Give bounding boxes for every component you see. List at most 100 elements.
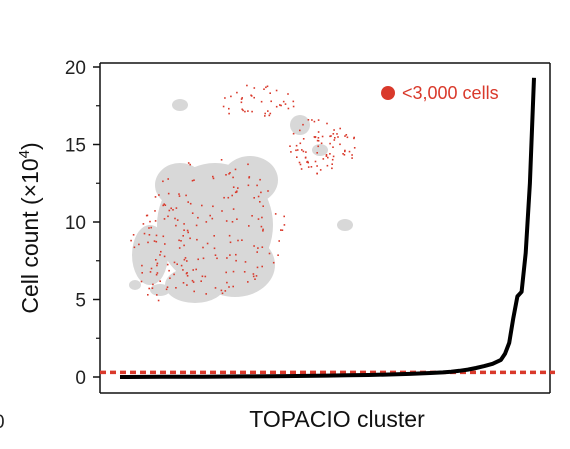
map-cell-dot — [317, 140, 320, 142]
map-cell-dot — [183, 229, 185, 231]
map-cell-dot — [330, 135, 332, 137]
map-cell-dot — [130, 239, 132, 242]
map-region — [172, 99, 188, 111]
map-cell-dot — [299, 129, 301, 132]
map-region — [150, 284, 170, 296]
map-cell-dot — [255, 275, 258, 277]
y-tick-label: 15 — [65, 136, 86, 157]
map-cell-dot — [348, 150, 351, 153]
map-cell-dot — [148, 234, 151, 236]
map-cell-dot — [339, 127, 341, 130]
map-cell-dot — [191, 212, 194, 214]
map-cell-dot — [232, 208, 235, 210]
map-cell-dot — [221, 292, 224, 295]
cluster-map-inset — [129, 84, 356, 303]
map-cell-dot — [212, 205, 214, 208]
map-cell-dot — [155, 259, 157, 261]
map-cell-dot — [167, 215, 169, 218]
map-cell-dot — [195, 268, 197, 271]
map-cell-dot — [268, 114, 271, 117]
map-cell-dot — [236, 218, 238, 220]
map-cell-dot — [162, 204, 164, 207]
map-cell-dot — [142, 223, 145, 225]
map-cell-dot — [329, 142, 331, 145]
map-cell-dot — [248, 176, 251, 178]
map-cell-dot — [231, 221, 234, 223]
map-region — [312, 144, 328, 156]
map-cell-dot — [189, 237, 191, 240]
map-region — [155, 163, 205, 207]
map-cell-dot — [264, 112, 266, 115]
map-cell-dot — [316, 152, 318, 154]
map-cell-dot — [200, 280, 202, 282]
y-axis-title-close: ) — [17, 142, 43, 150]
map-cell-dot — [162, 180, 164, 183]
map-cell-dot — [140, 280, 143, 283]
map-cell-dot — [262, 205, 264, 207]
map-cell-dot — [156, 262, 159, 265]
map-cell-dot — [274, 213, 277, 215]
map-cell-dot — [322, 158, 325, 160]
map-cell-dot — [261, 216, 263, 219]
map-cell-dot — [307, 166, 310, 168]
map-cell-dot — [243, 271, 246, 273]
map-cell-dot — [353, 136, 355, 139]
map-cell-dot — [237, 239, 239, 242]
map-cell-dot — [289, 145, 291, 147]
map-cell-dot — [152, 283, 154, 286]
y-axis-minor-ticks — [96, 105, 100, 339]
map-cell-dot — [193, 179, 195, 181]
map-cell-dot — [339, 143, 341, 146]
map-cell-dot — [256, 251, 258, 253]
map-cell-dot — [213, 235, 215, 237]
map-cell-dot — [154, 210, 156, 212]
map-cell-dot — [133, 246, 136, 249]
map-cell-dot — [147, 294, 149, 296]
map-cell-dot — [138, 243, 140, 246]
map-cell-dot — [244, 110, 246, 113]
map-cell-dot — [212, 177, 215, 180]
map-cell-dot — [329, 153, 331, 155]
map-cell-dot — [165, 288, 168, 291]
map-cell-dot — [253, 197, 255, 199]
x-axis-title: TOPACIO cluster — [249, 406, 425, 432]
map-cell-dot — [261, 265, 263, 268]
map-cell-dot — [180, 240, 182, 242]
map-cell-dot — [170, 207, 172, 210]
y-axis-title-exponent: 4 — [16, 150, 33, 158]
map-cell-dot — [192, 269, 194, 271]
map-cell-dot — [281, 229, 284, 231]
map-cell-dot — [149, 271, 152, 273]
map-cell-dot — [201, 204, 203, 207]
map-cell-dot — [240, 101, 243, 104]
map-cell-dot — [156, 294, 158, 296]
map-cell-dot — [141, 264, 143, 267]
map-cell-dot — [222, 105, 225, 108]
map-cell-dot — [326, 164, 329, 167]
map-cell-dot — [159, 254, 161, 256]
map-cell-dot — [230, 95, 232, 98]
cumulative-cell-count-line — [119, 77, 536, 379]
map-cell-dot — [226, 257, 228, 259]
map-cell-dot — [252, 275, 255, 278]
map-cell-dot — [164, 243, 166, 245]
map-cell-dot — [319, 169, 322, 171]
map-cell-dot — [331, 158, 334, 161]
map-cell-dot — [279, 104, 281, 106]
map-cell-dot — [316, 139, 319, 142]
map-cell-dot — [176, 219, 179, 221]
y-tick-label: 20 — [65, 58, 86, 79]
map-cell-dot — [302, 123, 304, 126]
map-cell-dot — [302, 150, 305, 153]
map-cell-dot — [187, 201, 189, 203]
map-cell-dot — [229, 172, 231, 174]
map-cell-dot — [270, 100, 272, 103]
map-cell-dot — [325, 155, 328, 157]
map-cell-dot — [228, 173, 230, 175]
map-cell-dot — [206, 242, 209, 245]
map-cell-dot — [292, 132, 295, 135]
map-cell-dot — [145, 214, 148, 217]
map-cell-dot — [183, 258, 186, 261]
map-cell-dot — [220, 159, 223, 161]
